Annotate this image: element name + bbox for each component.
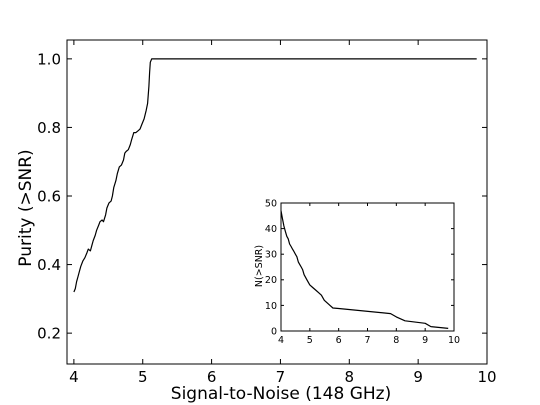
inset-x-tick-label: 10 bbox=[448, 335, 460, 346]
main-x-tick-label: 5 bbox=[138, 368, 148, 386]
main-chart: 4 5 6 7 8 9 10 0.2 0.4 0.6 0.8 1.0 bbox=[37, 39, 497, 386]
main-x-tick-label: 7 bbox=[276, 368, 286, 386]
inset-x-tick-label: 4 bbox=[278, 335, 284, 346]
main-x-tick-label: 9 bbox=[413, 368, 423, 386]
inset-y-tick-label: 20 bbox=[265, 275, 277, 286]
main-x-tick-label: 4 bbox=[69, 368, 79, 386]
main-y-axis-label: Purity (>SNR) bbox=[16, 149, 36, 266]
main-x-tick-label: 6 bbox=[207, 368, 217, 386]
inset-x-tick-label: 7 bbox=[364, 335, 370, 346]
inset-y-tick-label: 0 bbox=[271, 326, 277, 337]
main-y-tick-label: 0.8 bbox=[37, 119, 61, 137]
main-y-tick-label: 1.0 bbox=[37, 50, 61, 68]
inset-y-tick-label: 50 bbox=[265, 198, 277, 209]
main-y-tick-label: 0.2 bbox=[37, 325, 61, 343]
inset-y-axis-label: N(>SNR) bbox=[254, 245, 265, 287]
main-x-tick-label: 10 bbox=[477, 368, 496, 386]
main-series-line bbox=[73, 58, 477, 293]
inset-series-line bbox=[280, 210, 449, 329]
inset-y-tick-label: 30 bbox=[265, 250, 277, 261]
inset-y-tick-label: 10 bbox=[265, 301, 277, 312]
inset-x-tick-label: 8 bbox=[393, 335, 399, 346]
main-y-tick-label: 0.6 bbox=[37, 187, 61, 205]
main-plot-frame bbox=[66, 39, 488, 365]
inset-chart: 4 5 6 7 8 9 10 0 10 20 30 40 50 bbox=[265, 198, 460, 346]
main-y-tick-label: 0.4 bbox=[37, 256, 61, 274]
inset-x-tick-label: 9 bbox=[422, 335, 428, 346]
main-x-axis-label: Signal-to-Noise (148 GHz) bbox=[171, 384, 391, 404]
main-x-tick-label: 8 bbox=[345, 368, 355, 386]
inset-x-tick-label: 5 bbox=[307, 335, 313, 346]
inset-x-tick-label: 6 bbox=[336, 335, 342, 346]
inset-y-tick-label: 40 bbox=[265, 224, 277, 235]
inset-background bbox=[281, 203, 454, 331]
